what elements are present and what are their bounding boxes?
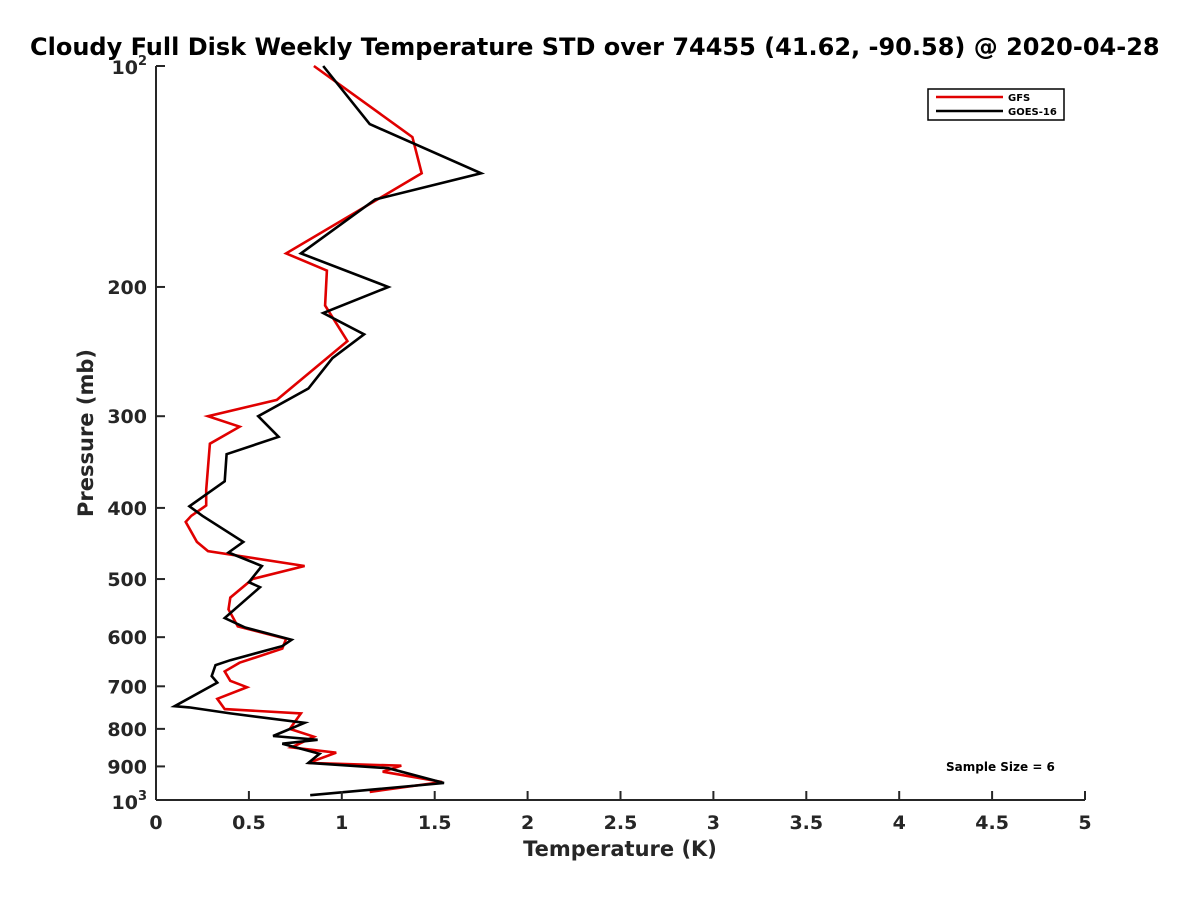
- y-tick-label: 900: [107, 756, 147, 778]
- y-axis-ticks: 200 300 400 500 600 700 800 900: [107, 65, 165, 801]
- x-tick-label: 5: [1078, 812, 1091, 834]
- x-tick-label: 1.5: [418, 812, 452, 834]
- x-tick-label: 0: [149, 812, 162, 834]
- y-tick-label-bottom: 103: [112, 789, 148, 814]
- x-tick-label: 2: [521, 812, 534, 834]
- x-axis-label: Temperature (K): [523, 837, 717, 861]
- sample-size-annotation: Sample Size = 6: [946, 760, 1055, 774]
- y-tick-label: 600: [107, 627, 147, 649]
- chart-title: Cloudy Full Disk Weekly Temperature STD …: [30, 33, 1160, 61]
- legend: GFS GOES-16: [927, 88, 1065, 121]
- y-tick-label: 700: [107, 676, 147, 698]
- x-tick-label: 3: [707, 812, 720, 834]
- x-tick-label: 4.5: [975, 812, 1009, 834]
- legend-box: [927, 88, 1065, 121]
- y-tick-label-top: 102: [112, 54, 148, 79]
- legend-label-goes16: GOES-16: [1008, 107, 1057, 118]
- x-tick-label: 3.5: [789, 812, 823, 834]
- series-line-goes-16: [170, 65, 486, 797]
- y-tick-label: 500: [107, 569, 147, 591]
- x-tick-label: 2.5: [604, 812, 638, 834]
- x-axis-ticks: 0 0.5 1 1.5 2 2.5 3 3.5 4 4.5 5: [149, 791, 1092, 834]
- plot-lines: [170, 64, 486, 797]
- y-tick-label: 400: [107, 498, 147, 520]
- x-tick-label: 4: [893, 812, 906, 834]
- x-tick-label: 0.5: [232, 812, 266, 834]
- legend-label-gfs: GFS: [1008, 93, 1030, 104]
- y-tick-label: 800: [107, 719, 147, 741]
- y-tick-label: 300: [107, 406, 147, 428]
- axes: [155, 66, 1085, 801]
- y-tick-label: 200: [107, 277, 147, 299]
- series-line-gfs: [184, 64, 443, 794]
- y-axis-label: Pressure (mb): [74, 349, 98, 517]
- x-tick-label: 1: [335, 812, 348, 834]
